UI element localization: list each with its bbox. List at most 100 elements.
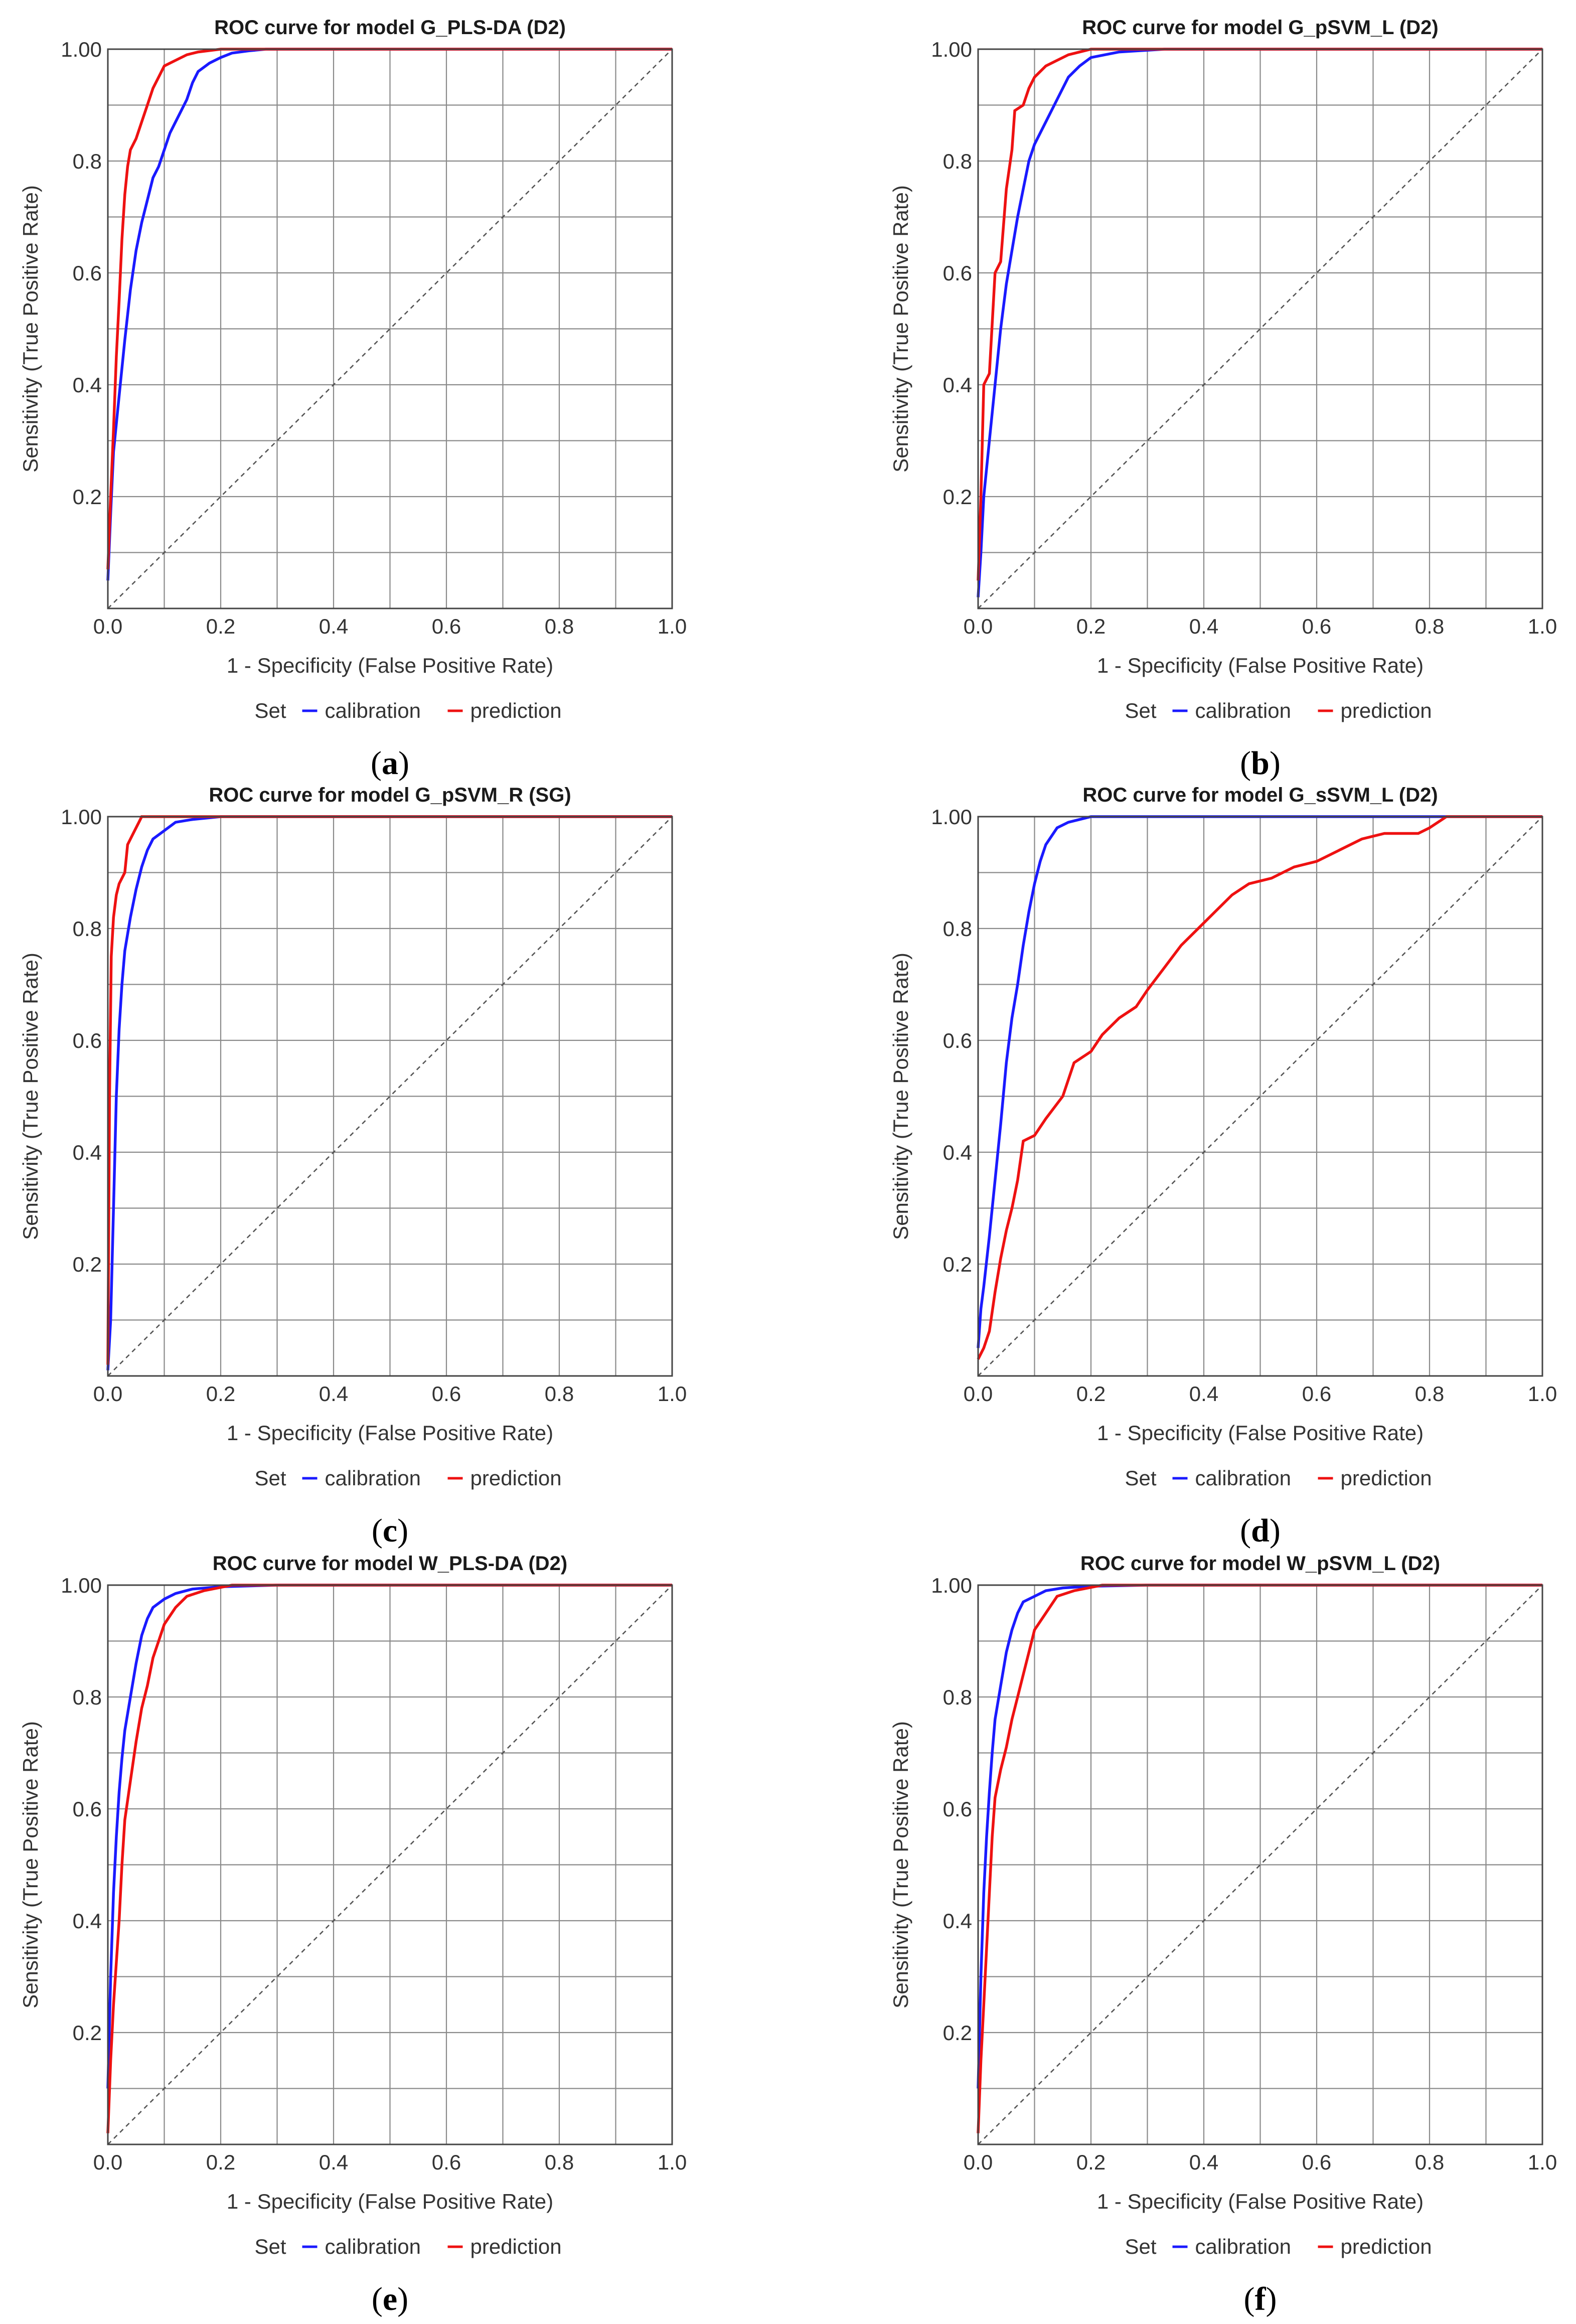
panel-letter: (d)	[1240, 1512, 1281, 1549]
series-line-calibration	[977, 815, 1542, 1348]
y-tick-label: 0.2	[73, 2021, 102, 2045]
y-tick-label: 0.4	[943, 1141, 972, 1164]
legend-label-prediction: prediction	[470, 1466, 562, 1490]
x-tick-label: 0.4	[1189, 614, 1218, 638]
x-axis-label: 1 - Specificity (False Positive Rate)	[1097, 2190, 1424, 2213]
y-tick-label: 0.8	[73, 1685, 102, 1709]
x-tick-label: 1.0	[1528, 614, 1557, 638]
series-line-calibration	[977, 1584, 1542, 2089]
legend-label-calibration: calibration	[1195, 699, 1291, 722]
roc-panel-f: ROC curve for model W_pSVM_L (D2) 0.0 0.2 0…	[889, 1553, 1557, 2317]
series-line-calibration	[106, 1584, 672, 2089]
x-axis-label: 1 - Specificity (False Positive Rate)	[227, 654, 553, 677]
panel-letter: (b)	[1240, 745, 1281, 782]
y-tick-label: 0.2	[73, 1253, 102, 1276]
series-line-prediction	[977, 815, 1542, 1360]
legend-label-prediction: prediction	[470, 2235, 562, 2258]
random-classifier-diagonal	[978, 1585, 1543, 2145]
legend-label-calibration: calibration	[1195, 1466, 1291, 1490]
x-tick-label: 0.6	[1302, 614, 1331, 638]
x-tick-label: 0.2	[206, 1382, 235, 1406]
x-tick-label: 0.4	[319, 614, 348, 638]
x-axis-label: 1 - Specificity (False Positive Rate)	[1097, 1421, 1424, 1445]
x-tick-label: 1.0	[1528, 2150, 1557, 2174]
x-tick-label: 0.0	[964, 614, 993, 638]
legend-title: Set	[255, 2235, 286, 2258]
x-tick-label: 0.8	[545, 2150, 574, 2174]
y-tick-label: 0.2	[943, 2021, 972, 2045]
roc-panel-a: ROC curve for model G_PLS-DA (D2) 0.0 0.2 0…	[19, 17, 687, 782]
series-line-prediction	[106, 48, 672, 570]
legend-title: Set	[1125, 2235, 1157, 2258]
panel-title: ROC curve for model G_pSVM_R (SG)	[209, 784, 571, 806]
plot-frame	[107, 816, 673, 1377]
legend: Set calibration prediction	[1125, 699, 1432, 722]
plot-frame	[107, 1584, 673, 2145]
legend-title: Set	[1125, 1466, 1157, 1490]
x-tick-label: 0.4	[1189, 2150, 1218, 2174]
panel-letter-value: a	[382, 745, 398, 782]
random-classifier-diagonal	[107, 1585, 673, 2145]
y-tick-label: 0.8	[73, 917, 102, 941]
x-tick-label: 0.6	[432, 1382, 461, 1406]
x-tick-label: 0.0	[964, 2150, 993, 2174]
roc-panel-b: ROC curve for model G_pSVM_L (D2) 0.0 0.2 0…	[889, 17, 1557, 782]
y-tick-label: 0.8	[943, 149, 972, 173]
series-line-prediction	[977, 48, 1542, 581]
panel-letter-value: e	[383, 2281, 397, 2317]
x-tick-label: 0.2	[206, 2150, 235, 2174]
random-classifier-diagonal	[107, 49, 673, 609]
legend-title: Set	[255, 1466, 286, 1490]
panel-title: ROC curve for model G_pSVM_L (D2)	[1082, 17, 1439, 39]
x-tick-label: 0.0	[964, 1382, 993, 1406]
y-axis-label: Sensitivity (True Positive Rate)	[889, 185, 912, 473]
panel-title: ROC curve for model G_sSVM_L (D2)	[1082, 784, 1438, 806]
legend-label-prediction: prediction	[1341, 1466, 1432, 1490]
random-classifier-diagonal	[107, 816, 673, 1376]
x-tick-label: 0.0	[93, 614, 122, 638]
x-tick-label: 0.6	[1302, 2150, 1331, 2174]
series-line-prediction	[106, 1584, 672, 2133]
legend: Set calibration prediction	[255, 699, 562, 722]
y-tick-label: 1.00	[931, 805, 972, 829]
x-axis-label: 1 - Specificity (False Positive Rate)	[227, 2190, 553, 2213]
y-tick-label: 0.2	[943, 485, 972, 509]
y-tick-label: 0.4	[73, 1909, 102, 1933]
x-tick-label: 0.2	[1076, 2150, 1106, 2174]
y-tick-label: 0.6	[73, 1797, 102, 1821]
y-tick-label: 0.4	[73, 1141, 102, 1164]
x-tick-label: 0.2	[1076, 614, 1106, 638]
y-tick-label: 0.2	[73, 485, 102, 509]
y-tick-label: 1.00	[61, 805, 102, 829]
grid	[108, 1585, 672, 2144]
x-tick-label: 0.4	[319, 2150, 348, 2174]
x-tick-label: 0.2	[1076, 1382, 1106, 1406]
legend: Set calibration prediction	[1125, 1466, 1432, 1490]
x-tick-label: 0.4	[1189, 1382, 1218, 1406]
y-tick-label: 1.00	[931, 38, 972, 61]
panel-title: ROC curve for model G_PLS-DA (D2)	[214, 17, 566, 39]
panel-letter-value: b	[1251, 745, 1270, 782]
x-axis-label: 1 - Specificity (False Positive Rate)	[1097, 654, 1424, 677]
plot-frame	[977, 1584, 1543, 2145]
y-tick-label: 0.6	[943, 261, 972, 285]
y-tick-label: 0.2	[943, 1253, 972, 1276]
y-axis-label: Sensitivity (True Positive Rate)	[889, 1721, 912, 2008]
panel-letter: (f)	[1244, 2281, 1277, 2317]
legend: Set calibration prediction	[255, 2235, 562, 2258]
legend-label-calibration: calibration	[325, 2235, 421, 2258]
series-line-calibration	[106, 815, 672, 1370]
y-tick-label: 1.00	[61, 1574, 102, 1597]
panel-title: ROC curve for model W_pSVM_L (D2)	[1080, 1553, 1440, 1575]
plot-frame	[107, 48, 673, 609]
y-tick-label: 1.00	[61, 38, 102, 61]
y-tick-label: 0.8	[73, 149, 102, 173]
panel-title: ROC curve for model W_PLS-DA (D2)	[213, 1553, 567, 1575]
panel-letter: (a)	[371, 745, 409, 782]
y-tick-label: 0.8	[943, 917, 972, 941]
roc-panel-c: ROC curve for model G_pSVM_R (SG) 0.0 0.2 0…	[19, 784, 687, 1549]
x-tick-label: 0.8	[545, 1382, 574, 1406]
x-axis-label: 1 - Specificity (False Positive Rate)	[227, 1421, 553, 1445]
x-tick-label: 0.8	[1415, 1382, 1444, 1406]
random-classifier-diagonal	[978, 816, 1543, 1376]
